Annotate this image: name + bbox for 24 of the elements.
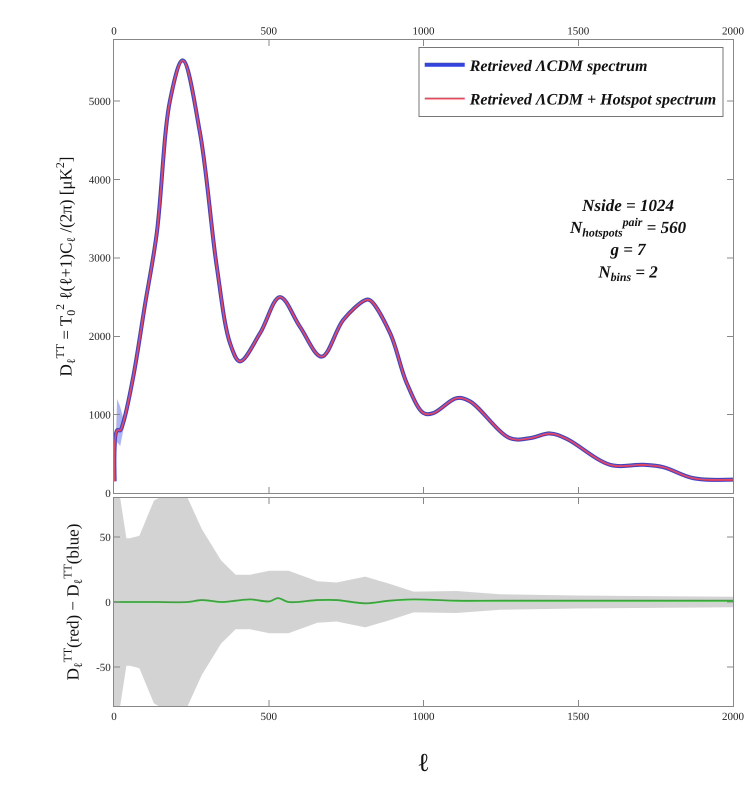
x-tick-label: 1000 xyxy=(412,26,435,38)
y-tick-label: 1000 xyxy=(88,409,112,422)
x-tick-label: 500 xyxy=(260,26,278,38)
y-tick-label: -50 xyxy=(96,662,112,674)
annotation: N$_{bins}$ = 2 xyxy=(597,262,658,284)
y-tick-label: 0 xyxy=(105,488,112,500)
x-axis-title: ℓ xyxy=(417,748,430,777)
x-tick-label: 500 xyxy=(260,711,278,724)
y-tick-label: 2000 xyxy=(88,331,112,344)
annotation: Nside = 1024 xyxy=(581,196,674,215)
y-tick-label: 3000 xyxy=(88,252,112,265)
annotation: N$_{hotspots}$$^{pair}$ = 560 xyxy=(569,214,687,240)
x-tick-label: 2000 xyxy=(722,711,744,724)
legend-label: Retrieved ΛCDM + Hotspot spectrum xyxy=(468,92,716,109)
x-tick-label: 1000 xyxy=(412,711,435,724)
y-tick-label: 4000 xyxy=(88,174,112,186)
x-tick-label: 1500 xyxy=(567,26,590,38)
y-tick-label: 5000 xyxy=(88,96,112,108)
legend-label: Retrieved ΛCDM spectrum xyxy=(468,58,648,75)
annotation: g = 7 xyxy=(609,240,648,260)
x-tick-label: 2000 xyxy=(722,26,744,38)
y-tick-label: 50 xyxy=(100,532,112,544)
x-tick-label: 1500 xyxy=(567,711,590,724)
y-tick-label: 0 xyxy=(105,596,112,609)
